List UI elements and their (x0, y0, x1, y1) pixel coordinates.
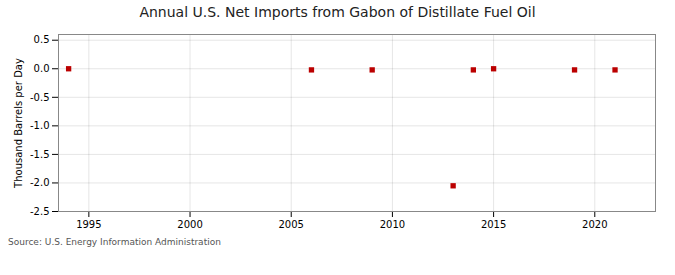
svg-text:-0.5: -0.5 (30, 92, 50, 103)
svg-text:0.0: 0.0 (34, 63, 50, 74)
svg-text:-2.5: -2.5 (30, 206, 50, 217)
svg-text:2020: 2020 (582, 219, 607, 230)
svg-text:2005: 2005 (279, 219, 304, 230)
html-text:Annual U.S. Net Imports from G: Annual U.S. Net Imports from Gabon of Di… (139, 4, 536, 20)
svg-text:2015: 2015 (481, 219, 506, 230)
svg-text:2000: 2000 (177, 219, 202, 230)
svg-text:0.5: 0.5 (34, 34, 50, 45)
svg-text:-2.0: -2.0 (30, 177, 50, 188)
svg-text:-1.5: -1.5 (30, 149, 50, 160)
svg-text:Thousand Barrels per Day: Thousand Barrels per Day (13, 58, 24, 189)
svg-text:1995: 1995 (76, 219, 101, 230)
svg-text:-1.0: -1.0 (30, 120, 50, 131)
html-text:Source: U.S. Energy Informatio: Source: U.S. Energy Information Administ… (8, 237, 221, 247)
svg-text:2010: 2010 (380, 219, 405, 230)
